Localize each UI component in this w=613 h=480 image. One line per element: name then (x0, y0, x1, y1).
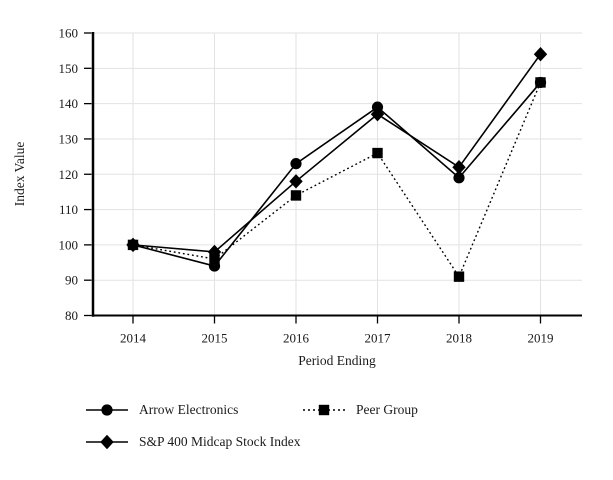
y-tick-label: 140 (59, 96, 79, 111)
diamond-marker (370, 107, 385, 122)
y-tick-label: 100 (59, 237, 79, 252)
legend-label-peer-group: Peer Group (356, 402, 418, 417)
y-tick-label: 150 (59, 61, 79, 76)
x-tick-label: 2015 (202, 331, 228, 346)
data-series (126, 46, 548, 282)
circle-marker (290, 158, 302, 170)
square-marker (372, 147, 383, 159)
legend-item-arrow-electronics: Arrow Electronics (84, 401, 238, 419)
square-marker (318, 404, 330, 416)
diamond-solid-line-icon (86, 434, 128, 450)
x-tick-label: 2018 (446, 331, 472, 346)
legend-label-arrow-electronics: Arrow Electronics (139, 402, 239, 417)
x-tick-label: 2019 (528, 331, 554, 346)
y-tick-label: 80 (65, 308, 78, 323)
x-tick-label: 2017 (365, 331, 392, 346)
y-axis-title: Index Value (12, 142, 27, 207)
circle-solid-line-icon (86, 404, 128, 416)
y-tick-label: 90 (65, 273, 78, 288)
y-tick-label: 110 (59, 202, 78, 217)
gridlines (93, 32, 582, 316)
diamond-marker (533, 46, 548, 62)
series-line-0 (132, 81, 542, 267)
y-tick-label: 130 (59, 131, 79, 146)
legend-item-peer-group: Peer Group (301, 401, 418, 419)
x-tick-label: 2014 (120, 331, 147, 346)
diamond-marker (452, 159, 466, 175)
square-dotted-line-icon (303, 404, 345, 416)
diamond-marker (100, 434, 114, 450)
series-line-1 (132, 82, 542, 279)
circle-marker (101, 404, 113, 416)
x-tick-label: 2016 (283, 331, 310, 346)
square-marker (535, 77, 546, 88)
x-axis-title: Period Ending (298, 353, 376, 368)
diamond-marker (207, 244, 222, 260)
axes: 80 90 100 110 120 130 140 150 160 2014 2015 2016 201… (59, 26, 582, 346)
square-marker (453, 271, 465, 282)
y-tick-label: 120 (59, 167, 79, 182)
diamond-marker (289, 174, 303, 189)
legend-item-sp400-midcap: S&P 400 Midcap Stock Index (84, 433, 301, 451)
diamond-marker (126, 237, 140, 253)
series-line-2 (132, 53, 542, 253)
legend-label-sp400-midcap: S&P 400 Midcap Stock Index (139, 434, 301, 449)
y-tick-label: 160 (59, 26, 79, 41)
square-marker (290, 190, 302, 201)
circle-marker (453, 172, 465, 184)
